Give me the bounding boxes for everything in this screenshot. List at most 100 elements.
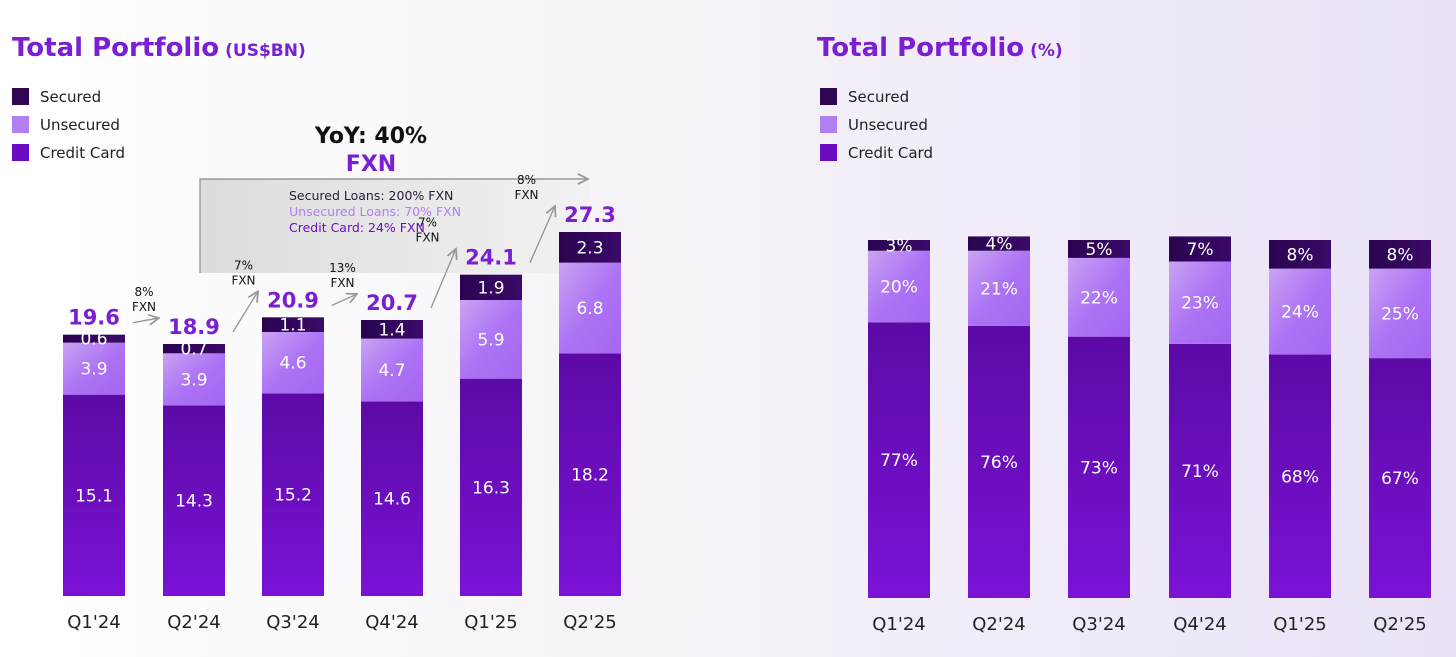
total-label: 27.3: [564, 203, 616, 227]
bar-secured: [1269, 240, 1331, 269]
growth-pct: 8%: [134, 285, 153, 299]
legend-label-secured: Secured: [848, 88, 909, 106]
growth-fxn: FXN: [514, 188, 538, 202]
growth-arrow: [132, 318, 159, 323]
data-label: 2.3: [576, 238, 603, 258]
x-tick-label: Q1'25: [464, 612, 517, 633]
bar-unsecured: [559, 262, 621, 354]
data-label: 67%: [1381, 469, 1419, 489]
annotation-unsecured: Unsecured Loans: 70% FXN: [289, 204, 461, 219]
data-label: 24%: [1281, 303, 1319, 323]
bar-secured: [262, 317, 324, 332]
x-tick-label: Q1'25: [1273, 614, 1326, 635]
left-chart-title: Total Portfolio (US$BN): [12, 33, 306, 63]
growth-pct: 13%: [329, 261, 356, 275]
growth-arrow: [430, 249, 456, 309]
data-label: 77%: [880, 451, 918, 471]
x-tick-label: Q3'24: [266, 612, 319, 633]
growth-pct: 7%: [234, 258, 253, 272]
data-label: 73%: [1080, 458, 1118, 478]
growth-fxn: FXN: [330, 276, 354, 290]
bar-secured: [63, 334, 125, 343]
data-label: 14.3: [175, 492, 213, 512]
data-label: 4.7: [378, 361, 405, 381]
x-tick-label: Q2'25: [1373, 614, 1426, 635]
bar-credit-card: [1269, 354, 1331, 598]
data-label: 7%: [1187, 240, 1214, 260]
legend-label-credit-card: Credit Card: [40, 144, 125, 162]
bar-unsecured: [868, 250, 930, 323]
data-label: 3%: [886, 236, 913, 256]
total-label: 20.9: [267, 288, 319, 312]
bar-secured: [163, 344, 225, 354]
yoy-label: YoY: 40%: [314, 124, 427, 149]
total-label: 20.7: [366, 291, 418, 315]
bar-credit-card: [1169, 343, 1231, 598]
data-label: 4.6: [279, 354, 306, 374]
annotation-secured: Secured Loans: 200% FXN: [289, 188, 453, 203]
data-label: 0.7: [180, 340, 207, 360]
x-tick-label: Q2'25: [563, 612, 616, 633]
data-label: 71%: [1181, 462, 1219, 482]
legend-swatch-credit-card: [12, 144, 29, 161]
bar-secured: [460, 274, 522, 300]
growth-fxn: FXN: [231, 273, 255, 287]
data-label: 3.9: [80, 360, 107, 380]
data-label: 5%: [1086, 240, 1113, 260]
bar-secured: [1169, 236, 1231, 262]
growth-arrow: [529, 206, 555, 263]
bar-credit-card: [262, 393, 324, 596]
data-label: 20%: [880, 278, 918, 298]
data-label: 18.2: [571, 466, 609, 486]
total-label: 18.9: [168, 315, 220, 339]
data-label: 15.1: [75, 486, 113, 506]
bar-secured: [968, 236, 1030, 251]
bar-unsecured: [460, 300, 522, 379]
data-label: 16.3: [472, 478, 510, 498]
bar-credit-card: [1369, 358, 1431, 598]
bar-credit-card: [968, 325, 1030, 598]
data-label: 1.1: [279, 316, 306, 336]
total-label: 24.1: [465, 246, 517, 270]
bar-secured: [868, 240, 930, 251]
bar-credit-card: [361, 401, 423, 596]
yoy-sub-label: FXN: [346, 152, 396, 177]
bar-secured: [559, 232, 621, 263]
x-tick-label: Q2'24: [167, 612, 220, 633]
yoy-annotation: YoY: 40% FXN Secured Loans: 200% FXN Uns…: [199, 124, 590, 273]
legend-swatch-unsecured: [12, 116, 29, 133]
data-label: 1.4: [378, 320, 405, 340]
legend-swatch-secured: [12, 88, 29, 105]
bar-secured: [1068, 240, 1130, 258]
data-label: 8%: [1387, 245, 1414, 265]
bar-unsecured: [361, 338, 423, 402]
bar-credit-card: [460, 378, 522, 596]
legend-label-unsecured: Unsecured: [40, 116, 120, 134]
bar-unsecured: [262, 332, 324, 394]
growth-pct: 8%: [517, 173, 536, 187]
x-tick-label: Q3'24: [1072, 614, 1125, 635]
x-tick-label: Q2'24: [972, 614, 1025, 635]
bar-unsecured: [63, 342, 125, 395]
growth-arrow: [331, 294, 357, 306]
legend-label-credit-card: Credit Card: [848, 144, 933, 162]
legend-swatch-credit-card: [820, 144, 837, 161]
bar-secured: [1369, 240, 1431, 269]
data-label: 22%: [1080, 288, 1118, 308]
bar-unsecured: [968, 250, 1030, 326]
bar-credit-card: [559, 353, 621, 596]
data-label: 8%: [1287, 245, 1314, 265]
x-tick-label: Q4'24: [1173, 614, 1226, 635]
legend-swatch-unsecured: [820, 116, 837, 133]
data-label: 23%: [1181, 294, 1219, 314]
data-label: 4%: [986, 235, 1013, 255]
annotation-credit-card: Credit Card: 24% FXN: [289, 220, 425, 235]
right-chart-title: Total Portfolio (%): [817, 33, 1063, 63]
bar-unsecured: [1169, 261, 1231, 344]
bar-unsecured: [163, 353, 225, 406]
growth-pct: 7%: [418, 216, 437, 230]
total-label: 19.6: [68, 306, 120, 330]
bar-unsecured: [1269, 268, 1331, 355]
legend-label-unsecured: Unsecured: [848, 116, 928, 134]
growth-arrow: [232, 291, 258, 333]
